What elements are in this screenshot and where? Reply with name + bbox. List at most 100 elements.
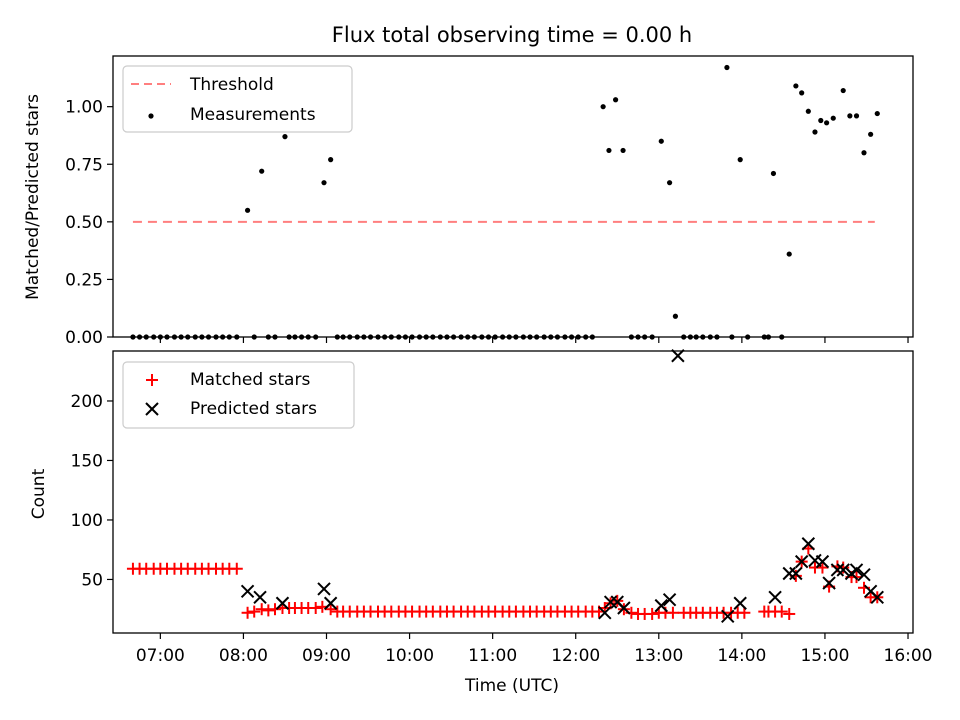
predicted-star-point <box>857 567 871 582</box>
matched-legend-label: Matched stars <box>190 370 310 390</box>
matched-star-point <box>268 603 281 616</box>
predicted-star-point <box>317 582 331 596</box>
measurement-point <box>812 129 818 135</box>
top-x-ticks <box>159 337 909 343</box>
bottom-legend-box <box>122 361 355 429</box>
bottom-y-tick-label: 50 <box>81 570 103 590</box>
matched-star-point <box>666 606 679 619</box>
bottom-x-ticks: 07:00 08:00 09:00 10:00 11:00 12:00 13:00 14:00… <box>136 633 933 666</box>
predicted-star-point <box>870 590 884 605</box>
x-tick-label: 15:00 <box>800 646 849 666</box>
top-y-tick-label: 0.75 <box>65 155 103 175</box>
measurements-legend-label: Measurements <box>190 105 316 125</box>
top-legend-box <box>122 65 353 133</box>
predicted-star-point <box>794 554 809 569</box>
top-y-tick-label: 0.00 <box>65 328 103 348</box>
x-tick-label: 16:00 <box>884 646 933 666</box>
predicted-star-point <box>849 563 864 577</box>
predicted-legend-swatch <box>145 402 159 416</box>
x-tick-label: 13:00 <box>634 646 683 666</box>
matched-star-point <box>324 603 337 616</box>
top-plot-frame <box>112 55 914 338</box>
measurement-point <box>282 134 288 140</box>
x-axis-label: Time (UTC) <box>464 676 559 696</box>
bottom-plot-frame <box>112 350 914 634</box>
measurement-point <box>620 147 626 154</box>
matched-star-point <box>783 607 796 620</box>
matched-star-point <box>816 561 829 574</box>
measurement-point <box>600 104 606 110</box>
measurement-point <box>853 113 860 119</box>
top-plot-marks <box>130 64 880 340</box>
matched-star-point <box>248 605 261 618</box>
top-y-tick-label: 0.50 <box>65 213 103 233</box>
matched-star-point <box>230 562 243 575</box>
predicted-star-point <box>830 563 845 577</box>
x-tick-label: 11:00 <box>468 646 517 666</box>
measurement-point <box>321 180 327 186</box>
predicted-star-point <box>662 592 677 607</box>
x-tick-label: 08:00 <box>219 646 268 666</box>
predicted-star-point <box>240 584 255 599</box>
bottom-y-tick-label: 150 <box>71 451 103 471</box>
x-tick-label: 09:00 <box>302 646 351 666</box>
bottom-legend: Matched stars Predicted stars <box>122 361 355 429</box>
x-tick-label: 14:00 <box>717 646 766 666</box>
top-y-ticks: 0.00 0.25 0.50 0.75 1.00 <box>65 98 113 348</box>
measurement-point <box>612 97 619 103</box>
measurement-point <box>666 180 673 186</box>
predicted-star-point <box>815 554 830 569</box>
measurement-point <box>824 120 830 126</box>
measurement-point <box>874 110 880 117</box>
top-y-tick-label: 1.00 <box>65 98 103 118</box>
measurement-point <box>737 157 743 163</box>
measurement-point <box>770 170 777 177</box>
bottom-plot-marks <box>126 349 884 624</box>
measurement-point <box>658 138 664 144</box>
matched-star-point <box>775 605 788 618</box>
predicted-star-point <box>617 601 631 615</box>
measurement-point <box>259 168 265 174</box>
matched-star-point <box>255 603 268 616</box>
x-tick-label: 12:00 <box>551 646 600 666</box>
matched-star-point <box>262 604 275 617</box>
matched-legend-swatch <box>146 374 158 386</box>
measurement-point <box>830 115 836 121</box>
top-y-axis-label: Matched/Predicted stars <box>23 94 43 300</box>
predicted-star-point <box>789 566 803 581</box>
predicted-legend-label: Predicted stars <box>190 399 317 419</box>
top-ratio-panel: 0.00 0.25 0.50 0.75 1.00 Matched/Predicted s… <box>23 55 914 348</box>
predicted-star-point <box>801 537 816 551</box>
measurement-point <box>244 207 251 213</box>
bottom-y-axis-label: Count <box>29 468 49 519</box>
top-y-tick-label: 0.25 <box>65 270 103 290</box>
measurement-point <box>840 87 846 94</box>
predicted-star-point <box>836 563 850 577</box>
bottom-count-panel: 50 100 150 200 07:00 08:00 09:00 10:00 11:00 12:… <box>29 349 933 696</box>
measurement-point <box>805 108 811 114</box>
measurement-point <box>328 157 334 163</box>
measurement-point <box>847 113 853 119</box>
predicted-star-point <box>323 596 338 610</box>
threshold-legend-label: Threshold <box>189 75 274 95</box>
matched-star-point <box>241 606 254 619</box>
measurement-point <box>861 150 867 156</box>
predicted-star-point <box>654 598 668 613</box>
predicted-star-point <box>733 596 747 610</box>
measurement-point <box>786 251 792 257</box>
x-tick-label: 10:00 <box>385 646 434 666</box>
matched-star-point <box>646 607 659 620</box>
measurements-legend-swatch <box>148 113 154 119</box>
bottom-y-tick-label: 100 <box>71 511 103 531</box>
measurement-point <box>818 117 824 124</box>
top-legend: Threshold Measurements <box>122 65 353 133</box>
predicted-star-point <box>253 590 267 605</box>
figure-title: Flux total observing time = 0.00 h <box>332 23 692 47</box>
x-tick-label: 07:00 <box>136 646 185 666</box>
measurement-point <box>793 83 799 89</box>
predicted-star-point <box>275 596 290 610</box>
measurement-point <box>868 131 874 137</box>
predicted-star-point <box>768 590 782 605</box>
predicted-star-point <box>822 576 836 590</box>
measurement-point <box>724 64 730 71</box>
